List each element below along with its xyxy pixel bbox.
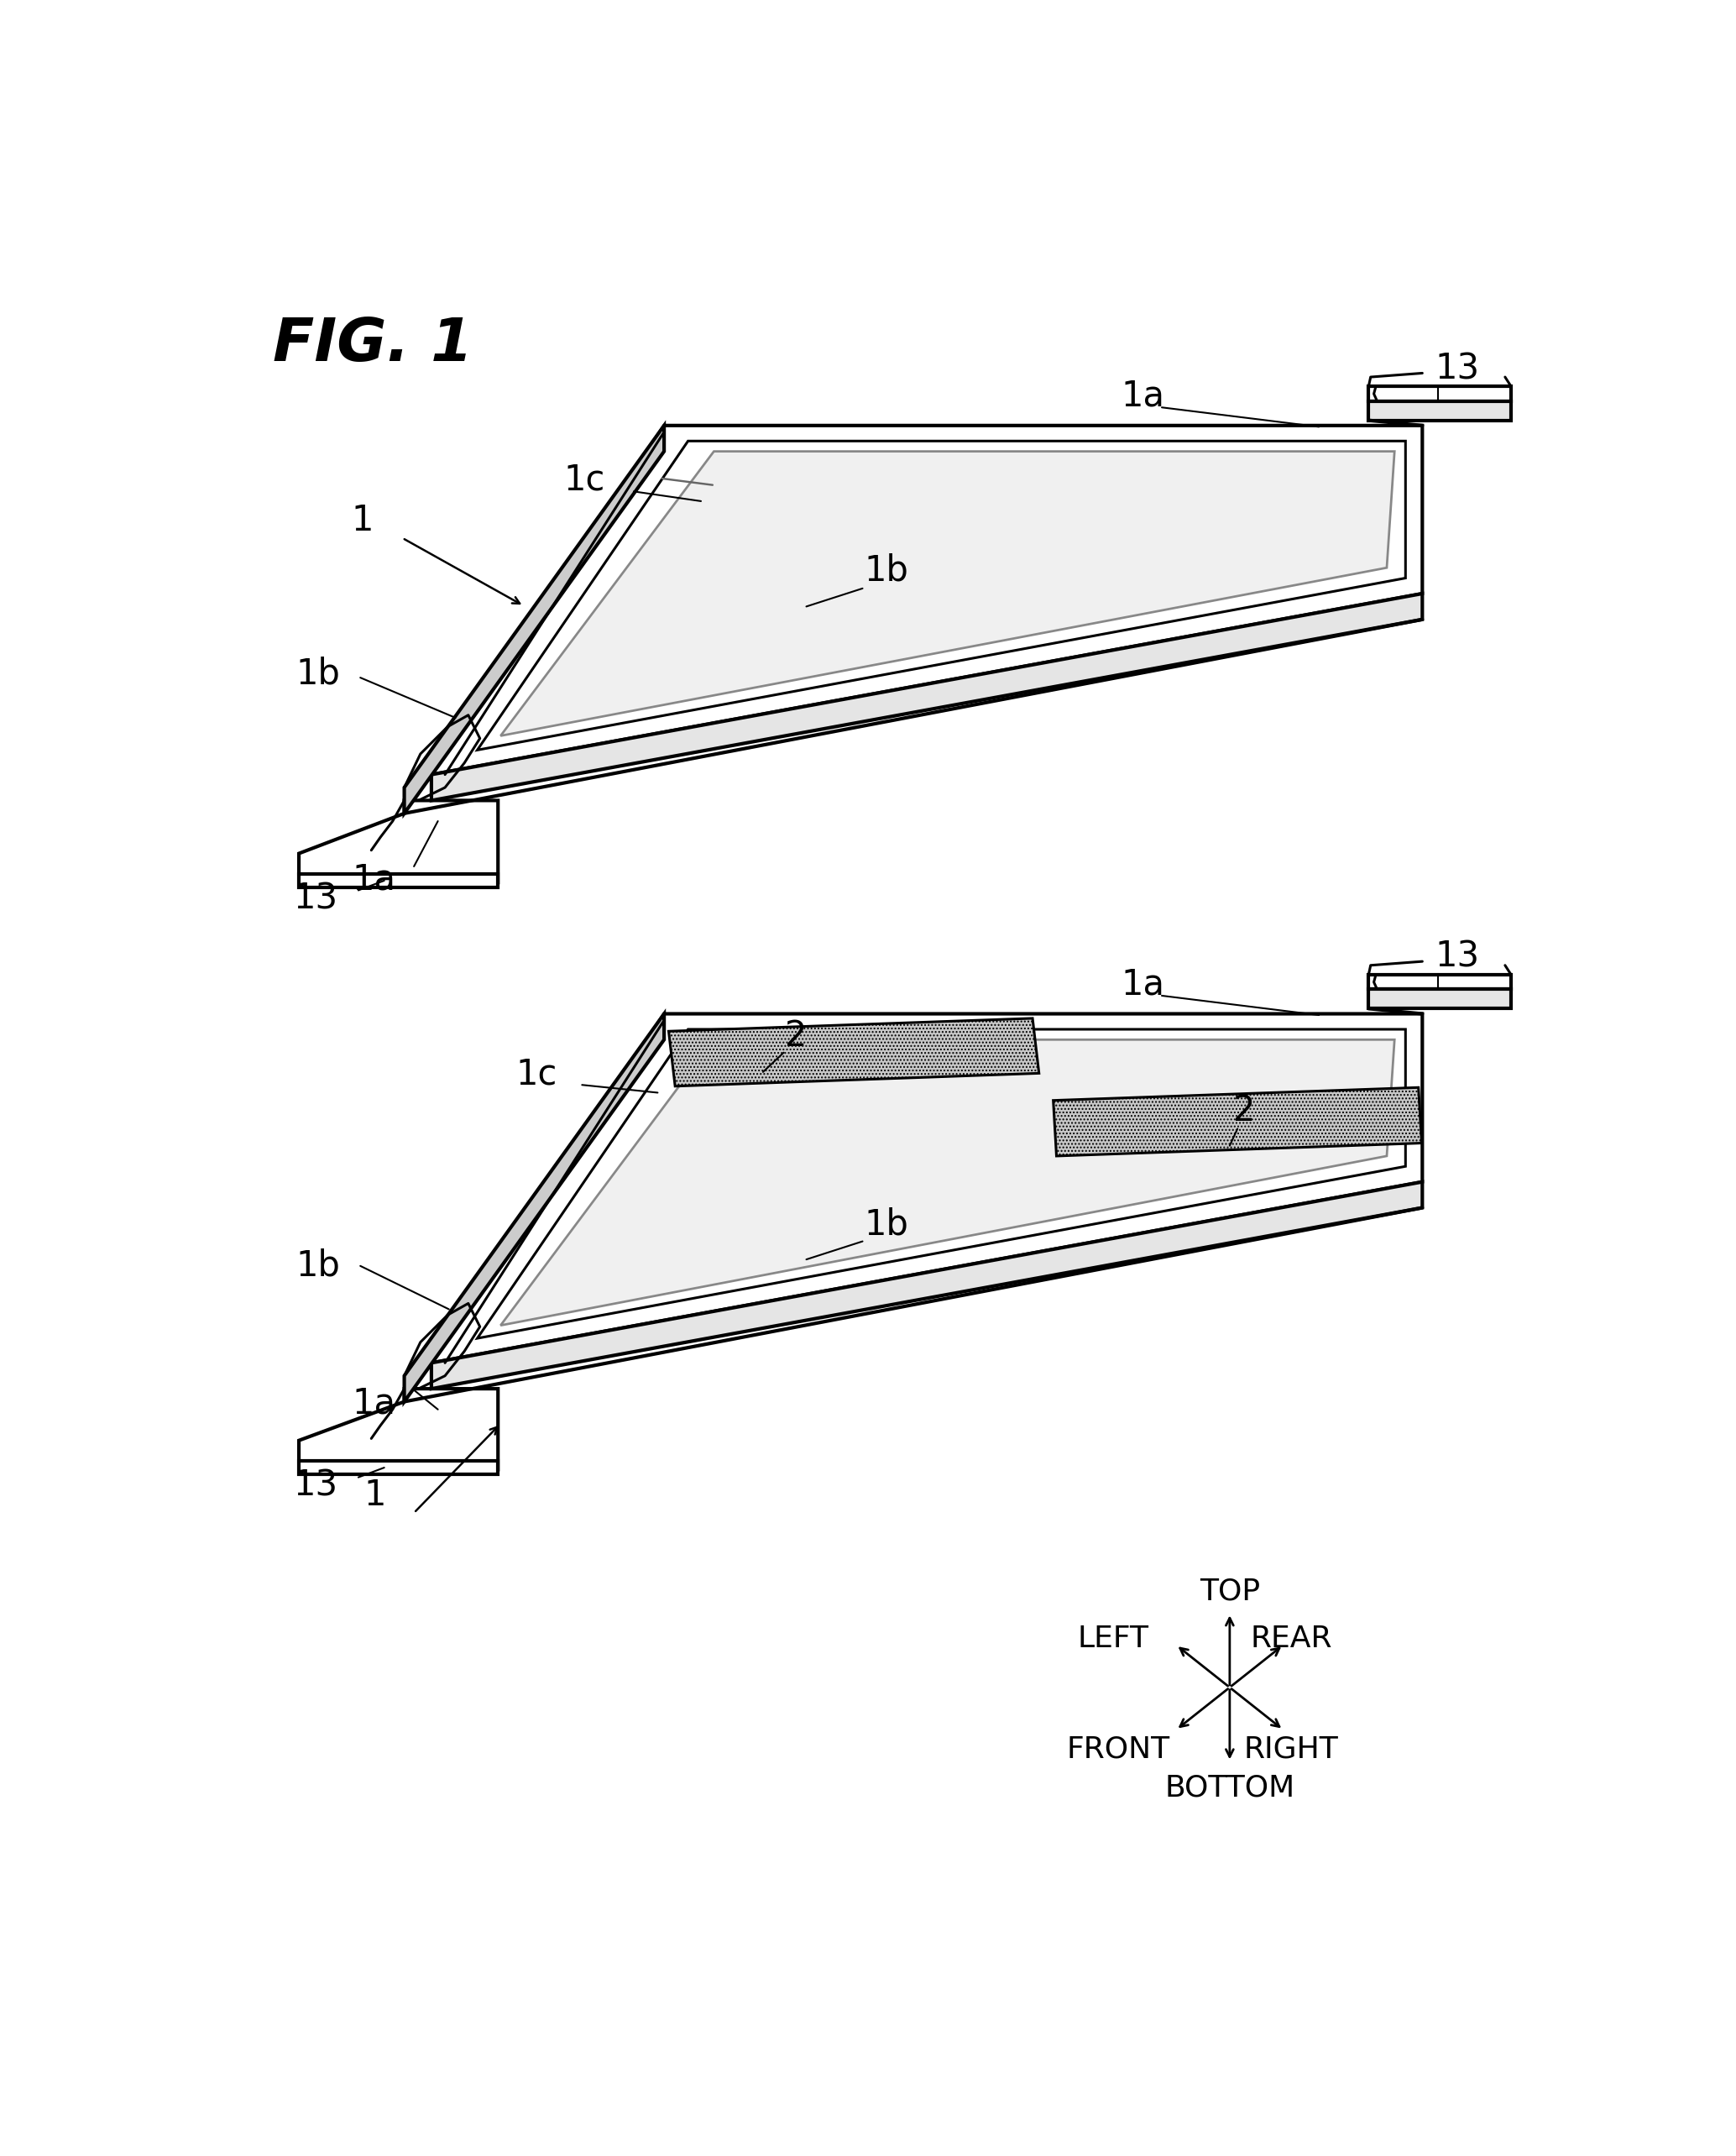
Text: 1b: 1b	[295, 1248, 340, 1283]
Polygon shape	[404, 425, 665, 813]
Polygon shape	[500, 451, 1394, 735]
Polygon shape	[1054, 1087, 1422, 1156]
Text: 1a: 1a	[352, 862, 396, 897]
Polygon shape	[432, 1181, 1422, 1388]
Polygon shape	[1368, 386, 1510, 401]
Polygon shape	[299, 1462, 498, 1475]
Text: 2: 2	[1233, 1093, 1255, 1128]
Polygon shape	[1368, 990, 1510, 1009]
Text: 1: 1	[351, 502, 373, 539]
Text: 13: 13	[293, 1468, 339, 1503]
Text: REAR: REAR	[1250, 1623, 1332, 1654]
Polygon shape	[500, 1039, 1394, 1326]
Polygon shape	[432, 593, 1422, 800]
Polygon shape	[432, 425, 1422, 774]
Text: 1c: 1c	[564, 461, 606, 498]
Text: 13: 13	[1436, 940, 1479, 975]
Text: 1a: 1a	[1121, 966, 1165, 1003]
Polygon shape	[1368, 975, 1510, 990]
Polygon shape	[668, 1018, 1040, 1087]
Text: 1b: 1b	[295, 655, 340, 692]
Polygon shape	[477, 1028, 1406, 1339]
Polygon shape	[1368, 401, 1510, 420]
Text: 13: 13	[293, 882, 339, 916]
Polygon shape	[299, 800, 498, 882]
Polygon shape	[299, 873, 498, 886]
Text: 1b: 1b	[865, 552, 910, 589]
Text: RIGHT: RIGHT	[1243, 1736, 1338, 1764]
Text: TOP: TOP	[1200, 1576, 1260, 1606]
Text: 1c: 1c	[516, 1056, 557, 1093]
Polygon shape	[477, 442, 1406, 750]
Text: FRONT: FRONT	[1066, 1736, 1170, 1764]
Text: LEFT: LEFT	[1076, 1623, 1149, 1654]
Text: 1a: 1a	[1121, 377, 1165, 414]
Polygon shape	[432, 1013, 1422, 1363]
Text: 1: 1	[365, 1477, 387, 1514]
Text: 1a: 1a	[352, 1386, 396, 1421]
Text: 1b: 1b	[865, 1207, 910, 1242]
Text: 13: 13	[1436, 351, 1479, 386]
Text: BOTTOM: BOTTOM	[1165, 1774, 1295, 1802]
Polygon shape	[404, 1013, 665, 1401]
Text: FIG. 1: FIG. 1	[273, 315, 474, 373]
Polygon shape	[299, 1388, 498, 1470]
Text: 2: 2	[785, 1018, 807, 1054]
